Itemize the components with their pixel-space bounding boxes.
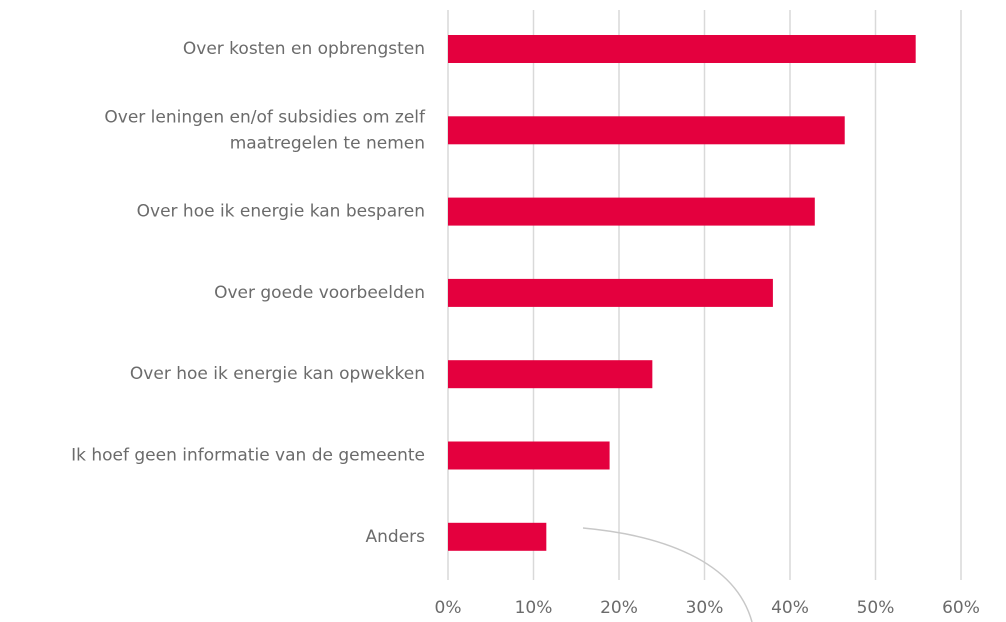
bar (448, 35, 916, 63)
bar (448, 116, 845, 145)
y-tick-label: Ik hoef geen informatie van de gemeente (71, 446, 425, 466)
y-tick-label: Over goede voorbeelden (214, 283, 425, 303)
bar (448, 278, 773, 307)
bar (448, 197, 815, 226)
bar (448, 360, 653, 389)
y-tick-label: Over leningen en/of subsidies om zelf maa… (104, 107, 426, 153)
y-tick-label: Anders (366, 527, 426, 547)
x-tick-label: 40% (771, 598, 809, 618)
bar (448, 522, 547, 551)
y-tick-label: Over hoe ik energie kan besparen (137, 202, 425, 222)
x-tick-label: 0% (435, 598, 462, 618)
y-tick-label: Over kosten en opbrengsten (183, 39, 425, 59)
x-tick-label: 20% (600, 598, 638, 618)
bar (448, 441, 610, 470)
connector-curve (582, 527, 753, 622)
x-tick-label: 30% (686, 598, 724, 618)
x-tick-label: 10% (515, 598, 553, 618)
x-tick-label: 60% (942, 598, 980, 618)
x-tick-label: 50% (857, 598, 895, 618)
y-tick-label: Over hoe ik energie kan opwekken (130, 364, 425, 384)
